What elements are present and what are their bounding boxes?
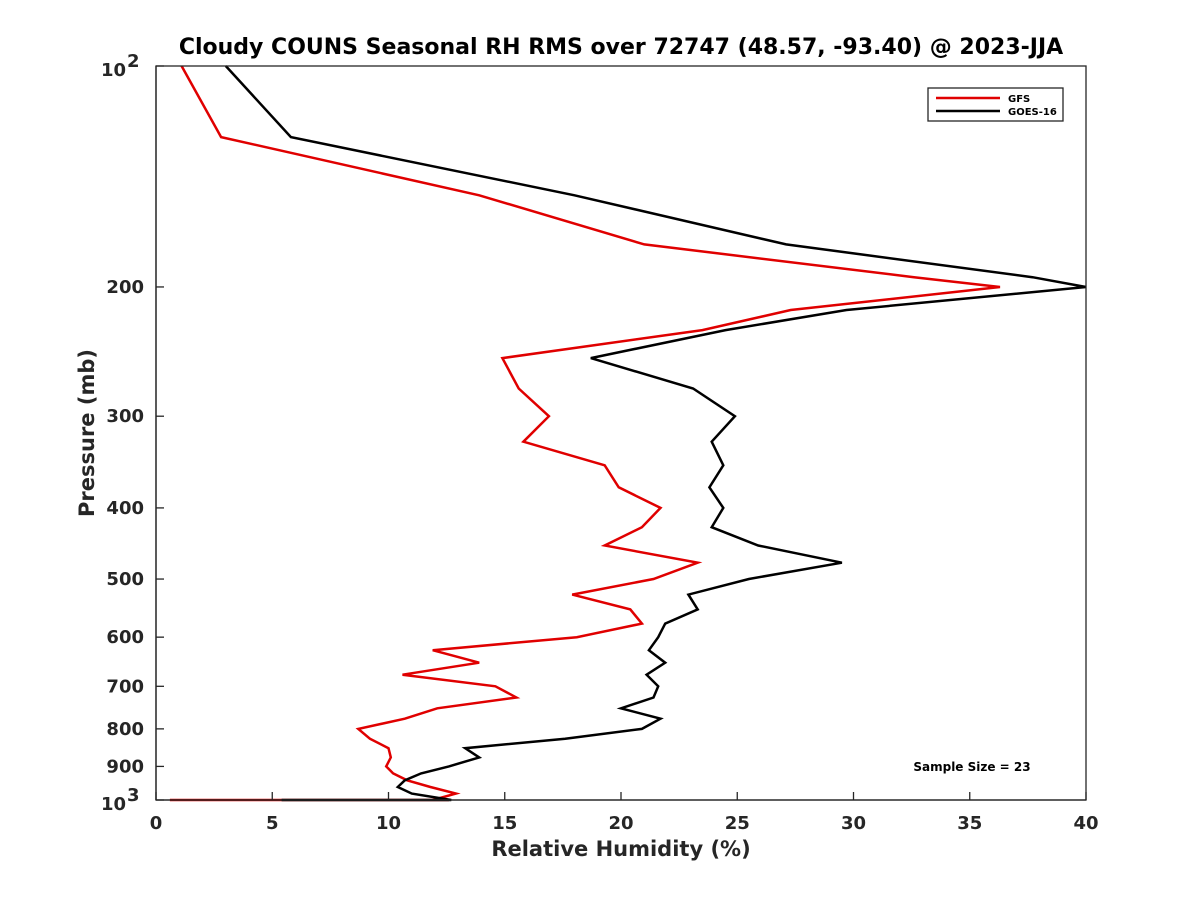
x-tick-label: 5 (266, 813, 279, 834)
legend-label-gfs: GFS (1008, 94, 1030, 105)
x-axis-label: Relative Humidity (%) (491, 837, 750, 861)
y-tick-label: 700 (106, 676, 144, 697)
chart-title: Cloudy COUNS Seasonal RH RMS over 72747 … (179, 35, 1063, 60)
y-decade-label: 10 (101, 60, 126, 81)
x-tick-label: 10 (376, 813, 401, 834)
x-ticks: 0 5 10 15 20 25 30 35 40 (150, 792, 1099, 834)
x-tick-label: 35 (957, 813, 982, 834)
y-axis-label: Pressure (mb) (75, 349, 99, 517)
series-line-gfs (169, 65, 1001, 802)
y-tick-label: 400 (106, 498, 144, 519)
x-tick-label: 20 (608, 813, 633, 834)
x-tick-label: 25 (725, 813, 750, 834)
legend-box (927, 87, 1064, 122)
y-decade-exponent: 2 (127, 51, 140, 72)
y-decade-exponent: 3 (127, 785, 140, 806)
x-tick-label: 40 (1073, 813, 1098, 834)
y-tick-label: 200 (106, 277, 144, 298)
series-layer (169, 65, 1087, 802)
x-tick-label: 0 (150, 813, 163, 834)
x-tick-label: 15 (492, 813, 517, 834)
y-tick-label: 900 (106, 756, 144, 777)
series-line-goes16 (224, 65, 1087, 802)
sample-size-annotation: Sample Size = 23 (913, 760, 1030, 774)
y-decade-label: 10 (101, 794, 126, 815)
x-tick-label: 30 (841, 813, 866, 834)
y-tick-label: 800 (106, 719, 144, 740)
y-tick-label: 600 (106, 627, 144, 648)
y-tick-label: 500 (106, 569, 144, 590)
plot-frame (155, 65, 1087, 801)
y-tick-label: 300 (106, 406, 144, 427)
plot-area (169, 65, 1087, 802)
legend: GFS GOES-16 (927, 87, 1064, 122)
legend-label-goes16: GOES-16 (1008, 107, 1057, 118)
